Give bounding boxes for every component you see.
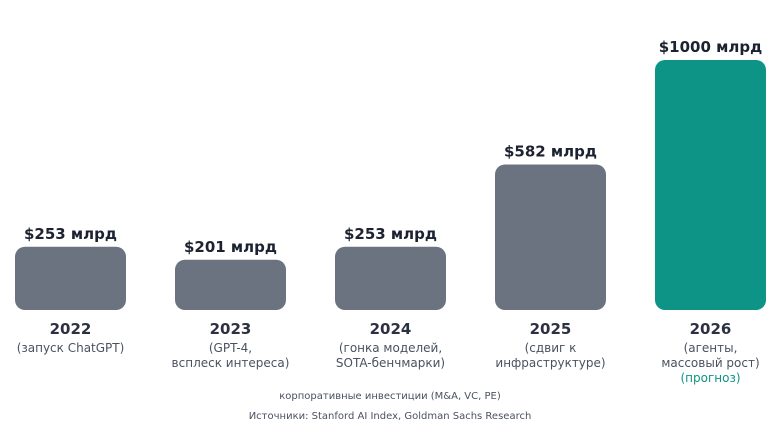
bar-value-label-2024: $253 млрд	[344, 225, 437, 243]
category-description-2024-line-1: (гонка моделей,	[339, 341, 442, 355]
category-description-2026-line-1: (агенты,	[684, 341, 738, 355]
category-label-2023: 2023	[210, 320, 252, 338]
category-description-2023-line-1: (GPT-4,	[209, 341, 252, 355]
category-label-2024: 2024	[370, 320, 412, 338]
bar-value-label-2023: $201 млрд	[184, 238, 277, 256]
bar-value-label-2026: $1000 млрд	[659, 38, 763, 56]
bar-value-label-2022: $253 млрд	[24, 225, 117, 243]
category-label-2025: 2025	[530, 320, 572, 338]
bar-2025	[495, 164, 606, 310]
category-description-2025-line-1: (сдвиг к	[525, 341, 577, 355]
category-description-2023-line-2: всплеск интереса)	[172, 356, 290, 370]
bar-value-label-2025: $582 млрд	[504, 143, 597, 161]
forecast-note-2026: (прогноз)	[680, 371, 740, 385]
category-description-2022-line-1: (запуск ChatGPT)	[17, 341, 125, 355]
category-description-2025-line-2: инфраструктуре)	[495, 356, 605, 370]
chart-caption: корпоративные инвестиции (M&A, VC, PE)	[279, 391, 501, 402]
chart-source: Источники: Stanford AI Index, Goldman Sa…	[248, 411, 532, 422]
bar-2026	[655, 60, 766, 310]
bar-2023	[175, 259, 286, 310]
bar-2024	[335, 246, 446, 310]
category-label-2022: 2022	[50, 320, 92, 338]
category-label-2026: 2026	[690, 320, 732, 338]
bar-2022	[15, 246, 126, 310]
category-description-2026-line-2: массовый рост)	[661, 356, 759, 370]
category-description-2024-line-2: SOTA-бенчмарки)	[336, 356, 445, 370]
